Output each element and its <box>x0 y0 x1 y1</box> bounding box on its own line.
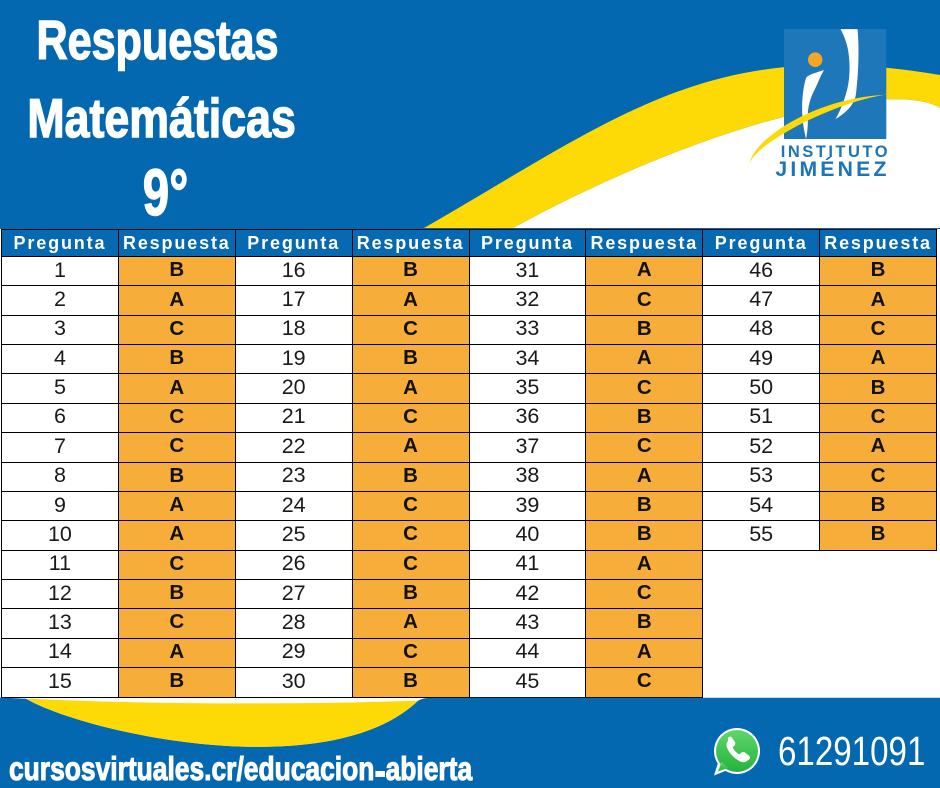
svg-text:JIMÉNEZ: JIMÉNEZ <box>775 156 889 181</box>
svg-text:INSTITUTO: INSTITUTO <box>781 143 890 161</box>
